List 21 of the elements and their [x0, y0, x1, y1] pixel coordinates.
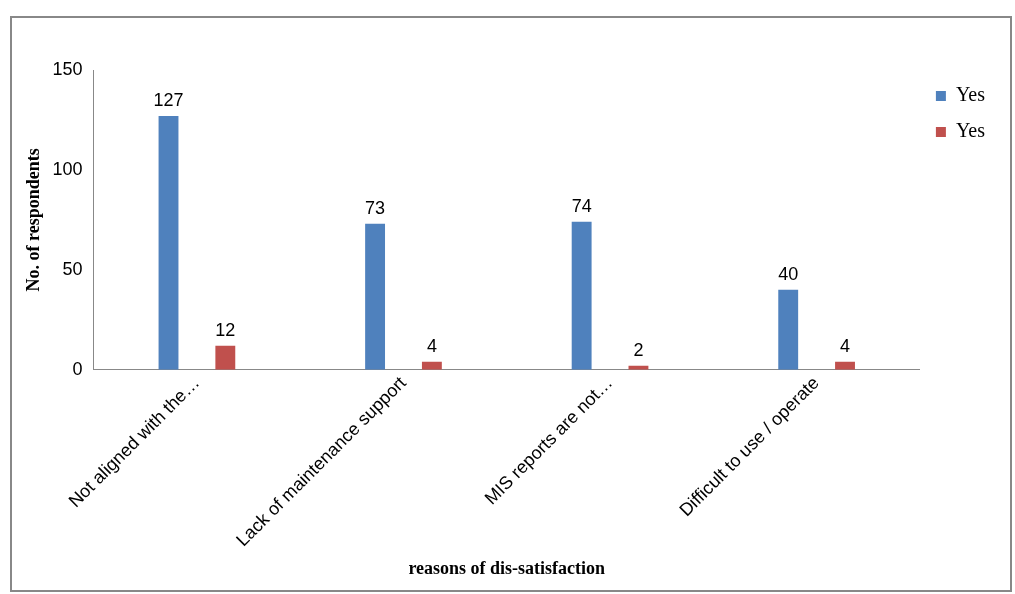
- bar: [571, 221, 592, 370]
- data-label: 74: [571, 195, 592, 216]
- data-label: 127: [153, 89, 184, 110]
- y-tick-label: 150: [52, 58, 83, 79]
- x-axis-title: reasons of dis-satisfaction: [408, 557, 606, 578]
- y-tick-label: 100: [52, 158, 83, 179]
- data-label: 73: [365, 197, 386, 218]
- data-label: 2: [633, 339, 644, 360]
- legend-label: Yes: [955, 83, 986, 106]
- y-axis-title: No. of respondents: [23, 148, 44, 292]
- data-label: 4: [426, 335, 437, 356]
- y-tick-label: 50: [62, 258, 83, 279]
- y-tick-label: 0: [72, 358, 83, 379]
- bar: [778, 289, 799, 370]
- bar: [158, 115, 179, 370]
- bar: [215, 345, 236, 370]
- legend-label: Yes: [955, 119, 986, 142]
- data-label: 40: [778, 263, 799, 284]
- bar: [365, 223, 386, 370]
- data-label: 4: [840, 335, 851, 356]
- data-label: 12: [215, 319, 236, 340]
